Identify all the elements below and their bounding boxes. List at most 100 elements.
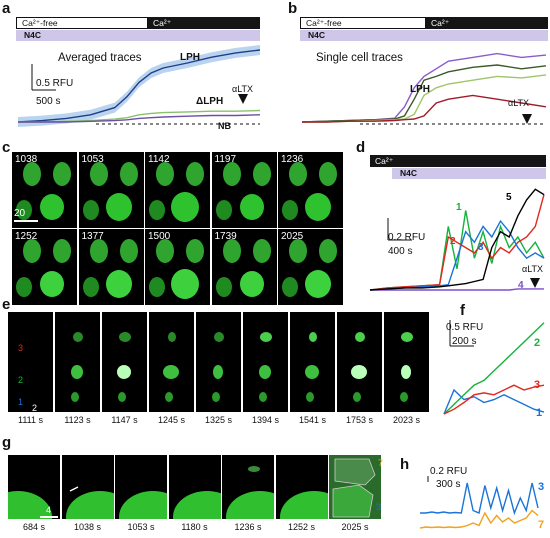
panel-letter-d: d xyxy=(356,139,366,156)
tile-time-label: 2023 s xyxy=(392,415,421,425)
chart-f-series-2 xyxy=(443,322,545,415)
trace-label-7: 7 xyxy=(538,519,544,531)
cell-blob xyxy=(105,270,132,298)
cell-blob xyxy=(172,491,221,519)
trace-label-5: 5 xyxy=(506,192,512,203)
ca-free-bar-b: Ca²⁺-free xyxy=(300,17,426,29)
cell-image-tile: 1053 xyxy=(78,152,144,228)
trace-label-2: 2 xyxy=(450,236,456,247)
cell-blob xyxy=(40,271,64,297)
tile-time-label: 1394 s xyxy=(251,415,280,425)
cell-image-tile: 1739 xyxy=(211,229,277,305)
cell-blob xyxy=(89,239,108,263)
scale-y-f: 0.5 RFU xyxy=(446,322,484,333)
tile-time-label: 684 s xyxy=(22,522,46,532)
cell-blob xyxy=(282,277,298,297)
cell-image-tile: 1377 xyxy=(78,229,144,305)
cell-blob xyxy=(149,200,165,220)
cell-blob xyxy=(8,491,52,519)
cell-blob xyxy=(119,491,167,519)
tile-time-label: 1252 s xyxy=(287,522,316,532)
puncta xyxy=(248,466,260,472)
label-lph-a: LPH xyxy=(180,52,200,63)
chart-f: 2 3 1 xyxy=(443,320,545,419)
neurite-image-tile xyxy=(149,312,194,412)
scale-bar-c xyxy=(14,220,38,222)
chart-d-series-3 xyxy=(369,219,545,291)
neurite-image-tile xyxy=(196,312,241,412)
cell-image-tile: 1142 xyxy=(145,152,210,228)
trace-label-3: 3 xyxy=(534,379,540,391)
puncta xyxy=(353,392,361,402)
puncta xyxy=(259,365,271,379)
scale-x-f: 200 s xyxy=(452,336,477,347)
cell-blob xyxy=(156,239,174,263)
cell-blob xyxy=(171,192,199,222)
tile-time-label: 1111 s xyxy=(17,415,44,425)
trace-label-1: 1 xyxy=(456,202,462,213)
cell-blob xyxy=(252,239,271,263)
scale-g: 4 xyxy=(46,505,52,515)
chart-f-series-1 xyxy=(443,388,545,415)
cell-zoom-tile xyxy=(168,455,221,519)
chart-a xyxy=(17,45,260,127)
panel-letter-e: e xyxy=(2,296,11,313)
ca-free-bar: Ca²⁺-free xyxy=(16,17,148,29)
neurite-image-tile xyxy=(102,312,147,412)
cell-zoom-tile xyxy=(115,455,167,519)
tile-time-label: 1123 s xyxy=(64,415,91,425)
puncta xyxy=(73,332,83,342)
neurite-image-tile xyxy=(8,312,53,412)
label-altx-d: αLTX xyxy=(522,264,544,274)
trace-label-3: 3 xyxy=(538,481,544,493)
cell-blob xyxy=(105,193,132,221)
cell-blob xyxy=(186,162,204,186)
puncta xyxy=(351,365,367,379)
arrow-marker xyxy=(69,486,78,492)
tile-time-label: 1753 s xyxy=(345,415,374,425)
puncta xyxy=(213,365,223,379)
neurite-image-tile xyxy=(384,312,429,412)
tile-time-label: 1739 xyxy=(214,231,237,242)
trace-label-1: 1 xyxy=(536,407,542,419)
cell-blob xyxy=(82,200,99,220)
cell-blob xyxy=(40,194,64,220)
cell-blob xyxy=(305,193,331,221)
chart-d-series-2 xyxy=(369,194,545,291)
cell-zoom-tile xyxy=(329,455,381,519)
cell-blob xyxy=(282,200,298,220)
label-dlph-a: ΔLPH xyxy=(196,96,224,107)
tile-time-label: 1038 xyxy=(15,154,38,165)
trace-label-2: 2 xyxy=(534,337,540,349)
panel-letter-f: f xyxy=(460,302,465,319)
puncta xyxy=(163,365,179,379)
panel-letter-g: g xyxy=(2,434,12,451)
puncta xyxy=(400,392,408,402)
cell-image-tile: 1197 xyxy=(211,152,277,228)
cell-blob xyxy=(222,162,241,186)
tile-time-label: 1197 xyxy=(214,154,237,165)
puncta xyxy=(168,332,176,342)
cell-label-3: 3 xyxy=(376,502,382,512)
tile-time-label: 2025 s xyxy=(341,522,369,532)
neurite-image-tile xyxy=(243,312,288,412)
cell-blob xyxy=(23,239,41,263)
label-altx-b: αLTX xyxy=(508,98,530,108)
altx-arrow-b xyxy=(522,114,532,124)
trace-label-3: 3 xyxy=(478,242,484,253)
scale-y-d: 0.2 RFU xyxy=(388,232,426,243)
panel-letter-h: h xyxy=(400,456,410,473)
puncta xyxy=(305,365,319,379)
cell-label-1: 1 xyxy=(18,397,24,407)
chart-b-series-3 xyxy=(302,94,547,123)
chart-d: 1 2 3 4 5 xyxy=(369,188,545,291)
puncta xyxy=(117,365,131,379)
label-nb-a: NB xyxy=(218,121,231,131)
puncta xyxy=(260,332,272,342)
puncta xyxy=(309,332,317,342)
cell-blob xyxy=(239,194,264,220)
cell-image-tile: 1500 xyxy=(145,229,210,305)
scale-y-h: 0.2 RFU xyxy=(430,466,468,477)
chart-b-series-1 xyxy=(301,64,547,123)
cell-blob xyxy=(319,239,337,263)
